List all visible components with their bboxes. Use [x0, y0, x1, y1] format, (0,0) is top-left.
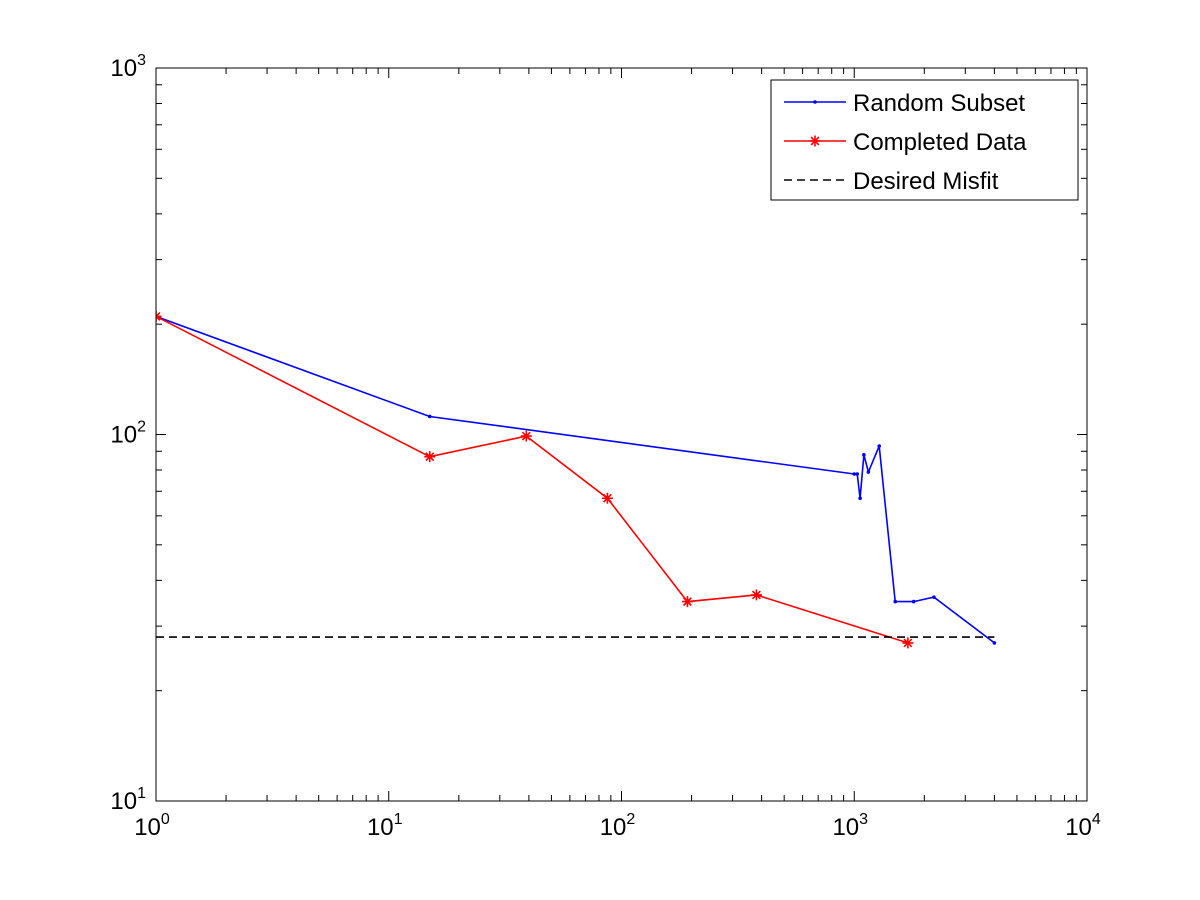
data-point: [601, 492, 613, 504]
data-point: [520, 430, 532, 442]
data-point: [893, 599, 898, 604]
y-tick-exponent: 2: [137, 419, 146, 436]
x-tick-exponent: 4: [1092, 811, 1101, 828]
x-tick-base: 10: [832, 814, 859, 841]
data-point: [750, 589, 762, 601]
legend-item: Completed Data: [784, 129, 1027, 156]
legend-swatch-marker: [813, 100, 817, 104]
legend-swatch-marker: [809, 135, 821, 147]
series-layer: [156, 310, 997, 649]
x-tick-label: 100: [134, 811, 170, 841]
x-tick-label: 102: [600, 811, 636, 841]
series-1: [156, 310, 914, 649]
y-tick-exponent: 3: [137, 52, 146, 69]
legend-label: Desired Misfit: [853, 168, 999, 195]
data-point: [902, 637, 914, 649]
data-point: [855, 472, 860, 476]
legend-item: Desired Misfit: [784, 168, 999, 195]
data-point: [866, 470, 871, 474]
data-point: [858, 496, 862, 501]
y-tick-base: 10: [110, 422, 137, 449]
y-tick-label: 103: [110, 52, 146, 82]
x-tick-label: 104: [1065, 811, 1101, 841]
data-point: [427, 414, 432, 419]
data-point: [932, 595, 936, 599]
legend-label: Completed Data: [853, 129, 1027, 156]
y-tick-base: 10: [110, 55, 137, 82]
x-tick-exponent: 3: [859, 811, 868, 828]
legend-box: [770, 79, 1079, 201]
legend: Random Subset Completed Data Desired Misfi…: [770, 79, 1079, 201]
series-line: [156, 315, 995, 644]
y-tick-base: 10: [110, 788, 137, 815]
x-tick-base: 10: [600, 814, 627, 841]
data-point: [992, 641, 997, 645]
x-tick-base: 10: [134, 814, 161, 841]
data-point: [681, 596, 693, 608]
x-tick-label: 101: [367, 811, 403, 841]
legend-item: Random Subset: [784, 90, 1025, 117]
x-tick-base: 10: [1065, 814, 1092, 841]
y-tick-label: 102: [110, 419, 146, 449]
x-tick-exponent: 1: [394, 811, 403, 828]
data-point: [877, 444, 882, 448]
y-tick-exponent: 1: [137, 785, 146, 802]
x-tick-label: 103: [832, 811, 868, 841]
x-tick-exponent: 0: [161, 811, 170, 828]
legend-label: Random Subset: [853, 90, 1025, 117]
data-point: [862, 453, 866, 457]
x-tick-exponent: 2: [626, 811, 635, 828]
x-tick-base: 10: [367, 814, 394, 841]
data-point: [852, 472, 857, 476]
data-point: [424, 451, 436, 463]
y-tick-label: 101: [110, 785, 146, 815]
data-point: [911, 599, 916, 604]
